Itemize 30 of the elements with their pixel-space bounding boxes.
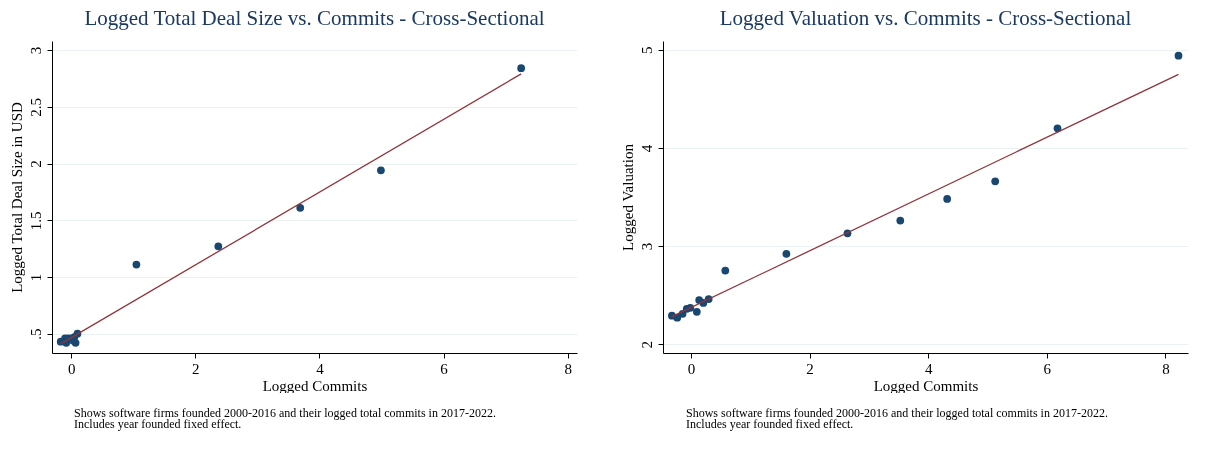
text: Shows software firms founded 2000-2016 and their logged total commits in 2017-2022. <box>74 406 497 420</box>
x-tick-label: 8 <box>564 360 572 377</box>
y-tick-label: 3 <box>638 242 655 251</box>
x-axis-title: Logged Commits <box>873 377 979 394</box>
x-tick-label: 2 <box>192 360 200 377</box>
x-tick-label: 4 <box>316 360 325 377</box>
y-tick-label: 1.5 <box>27 211 44 231</box>
y-tick-label: 2 <box>638 340 655 349</box>
chart-title: Logged Valuation vs. Commits - Cross-Sectional <box>719 6 1132 30</box>
text: Shows software firms founded 2000-2016 and their logged total commits in 2017-2022. <box>686 406 1109 420</box>
x-tick-label: 6 <box>440 360 449 377</box>
x-axis-title: Logged Commits <box>262 377 368 394</box>
text: Includes year founded fixed effect. <box>686 417 855 431</box>
y-axis-title: Logged Valuation <box>619 143 636 251</box>
y-tick-label: .5 <box>27 328 44 340</box>
text: Includes year founded fixed effect. <box>74 417 243 431</box>
x-tick-label: 8 <box>1162 360 1170 377</box>
x-tick-label: 2 <box>806 360 814 377</box>
x-tick-label: 4 <box>924 360 933 377</box>
y-tick-label: 2.5 <box>27 97 44 117</box>
y-tick-label: 3 <box>27 46 44 55</box>
y-tick-label: 2 <box>27 160 44 168</box>
chart-title: Logged Total Deal Size vs. Commits - Cross-Sectional <box>84 6 545 30</box>
x-tick-label: 0 <box>687 360 696 377</box>
x-tick-label: 0 <box>67 360 76 377</box>
y-tick-label: 4 <box>638 144 655 153</box>
y-tick-label: 1 <box>27 273 44 282</box>
y-axis-title: Logged Total Deal Size in USD <box>8 101 25 293</box>
x-tick-label: 6 <box>1043 360 1052 377</box>
y-tick-label: 5 <box>638 46 655 55</box>
